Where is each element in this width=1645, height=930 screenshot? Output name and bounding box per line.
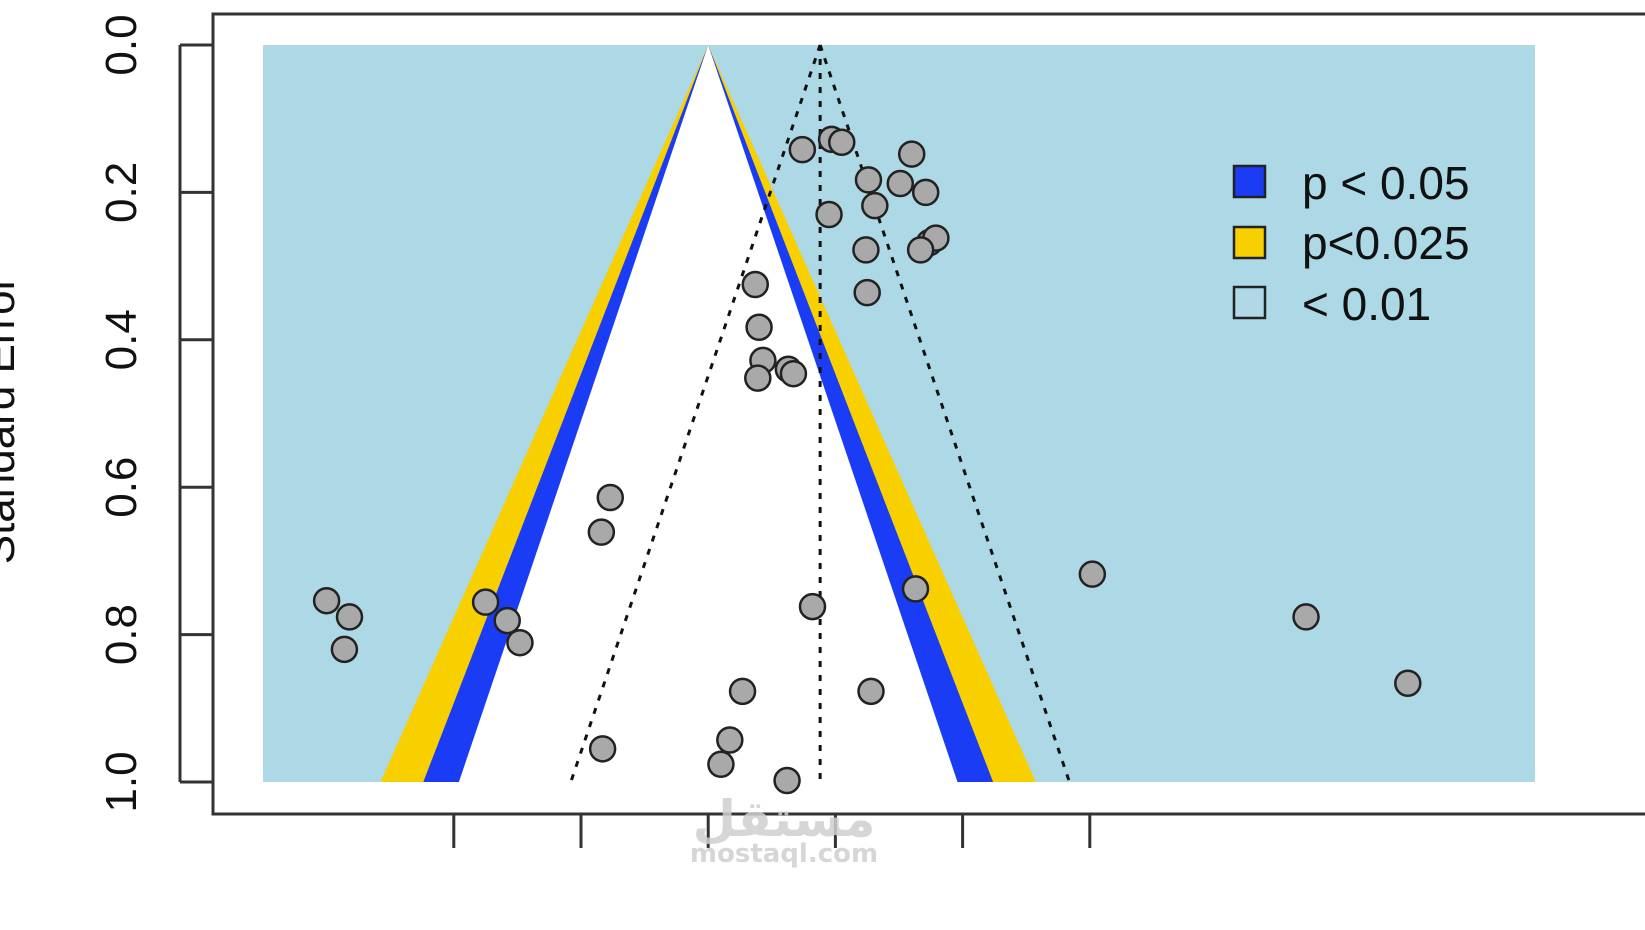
study-point bbox=[861, 191, 889, 220]
reference-lines bbox=[569, 44, 1071, 783]
watermark: مستقل mostaql.com bbox=[690, 790, 878, 869]
study-point bbox=[1078, 560, 1107, 588]
study-point bbox=[745, 313, 773, 342]
study-point bbox=[857, 677, 885, 706]
study-point bbox=[779, 359, 808, 388]
study-point bbox=[852, 236, 880, 264]
x-axis bbox=[452, 812, 1092, 848]
study-point bbox=[716, 726, 744, 754]
y-axis: 0.0 0.2 0.4 0.6 0.8 1.0 bbox=[97, 14, 213, 813]
y-tick-label: 0.4 bbox=[97, 309, 146, 370]
watermark-arabic: مستقل bbox=[693, 790, 876, 848]
study-point bbox=[707, 750, 735, 779]
study-point bbox=[911, 178, 940, 207]
significance-regions bbox=[263, 45, 1535, 782]
study-point bbox=[587, 518, 616, 546]
y-tick-label: 1.0 bbox=[97, 751, 146, 812]
legend-swatch-p05 bbox=[1232, 164, 1267, 199]
y-tick-label: 0.2 bbox=[97, 162, 146, 223]
study-point bbox=[744, 364, 772, 392]
legend: p < 0.05 p<0.025 < 0.01 bbox=[1232, 157, 1470, 330]
ci-line-right bbox=[818, 44, 1071, 783]
study-point bbox=[741, 270, 770, 299]
study-point bbox=[596, 483, 625, 512]
study-point bbox=[815, 200, 843, 229]
study-points bbox=[312, 125, 1422, 795]
watermark-latin: mostaql.com bbox=[690, 839, 878, 869]
legend-label-p01: < 0.01 bbox=[1302, 278, 1431, 330]
study-point bbox=[773, 766, 801, 795]
study-point bbox=[506, 628, 534, 657]
study-point bbox=[906, 236, 935, 264]
y-tick-label: 0.8 bbox=[97, 604, 146, 665]
study-point bbox=[312, 586, 341, 615]
study-point bbox=[853, 278, 881, 307]
study-point bbox=[493, 606, 521, 635]
study-point bbox=[471, 588, 500, 616]
y-tick-label: 0.6 bbox=[97, 457, 146, 518]
study-point bbox=[330, 635, 359, 664]
legend-swatch-p025 bbox=[1232, 225, 1267, 260]
y-axis-title: Standard Error bbox=[0, 276, 24, 565]
study-point bbox=[828, 128, 856, 157]
study-point bbox=[335, 603, 364, 631]
study-point bbox=[728, 677, 757, 706]
legend-label-p05: p < 0.05 bbox=[1302, 157, 1470, 209]
region-nonsignificant bbox=[458, 45, 958, 782]
legend-swatch-p01 bbox=[1232, 285, 1267, 320]
study-point bbox=[788, 135, 817, 164]
study-point bbox=[588, 735, 617, 763]
study-point bbox=[1394, 669, 1422, 697]
ci-line-left bbox=[569, 44, 822, 783]
study-point bbox=[897, 140, 926, 168]
y-tick-label: 0.0 bbox=[97, 14, 146, 75]
study-point bbox=[1292, 603, 1320, 631]
study-point bbox=[901, 575, 930, 603]
study-point bbox=[798, 592, 827, 621]
study-point bbox=[886, 169, 915, 198]
study-point bbox=[854, 166, 883, 194]
legend-label-p025: p<0.025 bbox=[1302, 217, 1470, 269]
